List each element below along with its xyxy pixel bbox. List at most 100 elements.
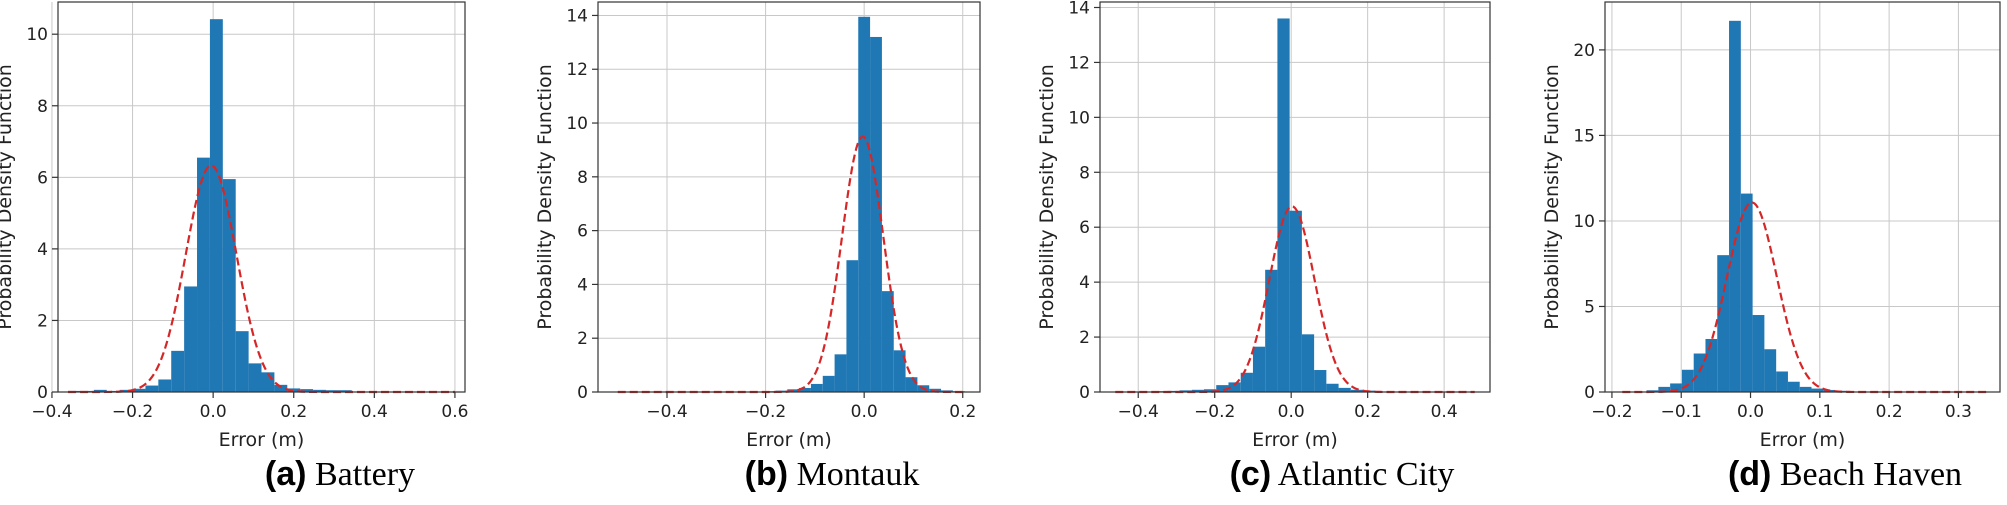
x-tick-label: 0.6 [441,402,468,422]
caption-c: (c) Atlantic City [1092,455,1592,494]
y-tick-label: 10 [1573,212,1595,232]
caption-b: (b) Montauk [582,455,1082,494]
histogram-bar [822,375,835,392]
y-tick-label: 6 [1079,218,1090,238]
x-tick-label: 0.0 [200,402,227,422]
histogram-bar [1787,381,1800,392]
histogram-bar [1191,389,1204,392]
chart-panel-d: −0.2 −0.1 0.0 0.1 0.2 0.3 0 5 10 15 20 Error (m) Pro… [1541,1,2001,451]
x-tick-label: 0.2 [949,402,976,422]
y-tick-label: 4 [577,275,588,295]
y-tick-label: 4 [37,240,48,260]
histogram-bar [1228,382,1241,392]
histogram-bar [1717,255,1730,392]
histogram-bar [858,16,871,393]
histogram-bar [197,157,210,392]
y-tick-label: 10 [566,114,588,134]
y-tick-label: 6 [577,222,588,242]
histogram-bar [1301,334,1315,392]
y-tick-label: 8 [37,97,48,117]
histogram-bar [171,350,185,392]
y-axis-label: Probability Density Function [534,64,556,330]
y-axis-label: Probability Density Function [1036,64,1058,330]
x-tick-label: −0.2 [1591,402,1632,422]
histogram-bar [158,379,172,392]
histogram-bar [1693,353,1706,392]
y-tick-label: 2 [37,311,48,331]
x-tick-label: −0.4 [1118,402,1159,422]
histogram-bar [1265,269,1278,392]
caption-name: Atlantic City [1277,456,1455,493]
histogram-bar [799,387,811,392]
histogram-bar [1240,372,1253,392]
x-tick-label: 0.4 [361,402,388,422]
histogram-bar [1204,389,1217,392]
histogram-bar [881,291,894,392]
y-tick-label: 2 [1079,328,1090,348]
histogram-bar [905,377,918,392]
y-tick-label: 12 [566,60,588,80]
x-tick-label: −0.4 [31,402,72,422]
x-tick-label: 0.2 [1876,402,1903,422]
histogram-bar [1216,385,1229,392]
histogram-bar [1326,383,1339,392]
histogram-bar [1764,349,1777,392]
axes-frame [1604,1,2001,393]
caption-name: Beach Haven [1779,456,1963,493]
axes-frame [597,1,981,393]
histogram-bar [248,363,262,392]
histogram-bar [1705,338,1718,392]
histogram-bar [132,388,146,392]
histogram-bar [1314,370,1327,392]
histogram-bar [1799,386,1812,392]
histogram-bar [1277,18,1290,392]
x-tick-label: −0.2 [1194,402,1235,422]
histogram-bar [1252,346,1266,392]
chart-panel-b: −0.4 −0.2 0.0 0.2 0 2 4 6 8 10 12 14 Error (m) Probab… [534,1,981,451]
chart-panel-a: −0.4 −0.2 0.0 0.2 0.4 0.6 0 2 4 6 8 10 Error (m) Prob… [0,1,468,451]
caption-d: (d) Beach Haven [1595,455,2007,494]
y-tick-label: 0 [577,383,588,403]
histogram-bar [1752,315,1765,392]
histogram-bar [1350,389,1364,392]
fitted-normal-curve [68,164,455,394]
histogram-bar [810,383,823,392]
x-tick-label: 0.2 [1354,402,1381,422]
y-tick-label: 14 [566,6,588,26]
x-tick-label: −0.2 [112,402,153,422]
axes-frame [57,1,466,393]
histogram-bar [287,388,301,392]
histogram-bar [1670,383,1682,392]
histogram-bar [93,389,107,392]
histogram-bar [209,19,223,392]
histogram-bar [300,389,314,392]
histogram-bar [1338,387,1351,392]
histogram-bar [870,36,882,393]
fitted-normal-curve [617,135,963,394]
x-tick-label: −0.1 [1661,402,1702,422]
x-tick-label: −0.2 [745,402,786,422]
histogram-bar [313,389,326,392]
histogram-bar [1776,371,1788,392]
y-tick-label: 15 [1573,126,1595,146]
x-axis-label: Error (m) [1760,429,1846,451]
histogram-bar [1740,193,1753,392]
x-tick-label: 0.0 [851,402,878,422]
histogram-bar [1729,20,1741,392]
y-tick-label: 0 [37,383,48,403]
x-tick-label: 0.0 [1737,402,1764,422]
x-axis-label: Error (m) [219,429,305,451]
x-tick-label: 0.4 [1431,402,1458,422]
histogram-bar [325,390,339,392]
axes-frame [1099,1,1491,393]
y-tick-label: 4 [1079,273,1090,293]
x-tick-label: 0.3 [1945,402,1972,422]
histogram-bar [145,385,159,392]
caption-letter: (c) [1229,455,1272,493]
histogram-bar [184,286,198,392]
y-tick-label: 0 [1079,383,1090,403]
y-tick-label: 20 [1573,41,1595,61]
y-axis-label: Probability Density Function [1541,64,1563,330]
caption-name: Montauk [796,456,920,493]
